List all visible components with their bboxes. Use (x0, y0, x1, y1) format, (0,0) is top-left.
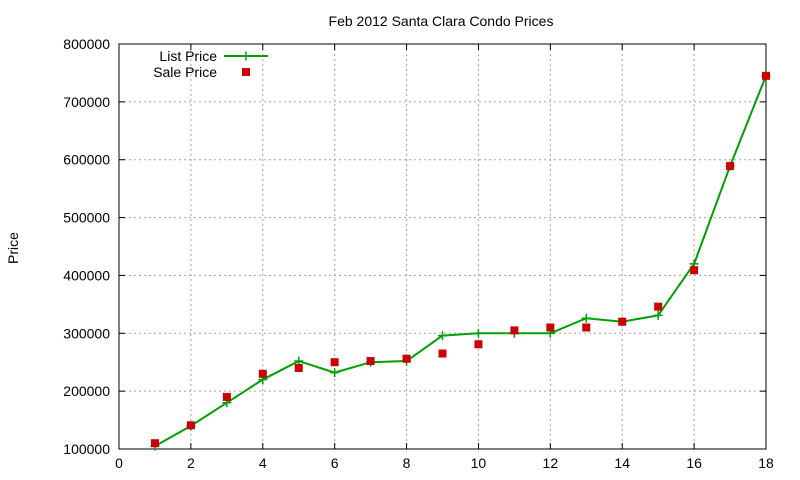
list-price-point (330, 368, 340, 378)
y-tick-label: 300000 (63, 325, 110, 341)
y-tick-label: 700000 (63, 94, 110, 110)
legend-label: List Price (159, 48, 217, 64)
grid-lines (119, 44, 766, 449)
sale-price-point (438, 349, 447, 358)
sale-price-point (510, 326, 519, 335)
x-tick-label: 2 (187, 455, 195, 471)
y-tick-label: 100000 (63, 441, 110, 457)
sale-price-point (330, 358, 339, 367)
legend-label: Sale Price (153, 64, 217, 80)
sale-price-point (582, 323, 591, 332)
x-tick-label: 12 (543, 455, 559, 471)
sale-price-point (726, 162, 735, 171)
sale-price-point (186, 421, 195, 430)
x-tick-label: 8 (403, 455, 411, 471)
x-tick-label: 6 (331, 455, 339, 471)
sale-price-point (366, 357, 375, 366)
y-tick-label: 500000 (63, 210, 110, 226)
data-series (150, 71, 771, 451)
list-price-point (653, 310, 663, 320)
series-2 (150, 71, 770, 448)
sale-price-point (690, 266, 699, 275)
x-tick-label: 10 (471, 455, 487, 471)
sale-price-point (258, 369, 267, 378)
sale-price-point (402, 354, 411, 363)
sale-price-point (654, 302, 663, 311)
y-tick-label: 200000 (63, 383, 110, 399)
y-tick-label: 600000 (63, 152, 110, 168)
x-tick-label: 18 (758, 455, 774, 471)
legend-plus-marker (241, 51, 251, 61)
y-axis-label: Price (5, 232, 21, 264)
series-1 (150, 71, 771, 451)
sale-price-point (474, 340, 483, 349)
x-tick-label: 0 (115, 455, 123, 471)
x-tick-label: 16 (686, 455, 702, 471)
x-tick-label: 4 (259, 455, 267, 471)
list-price-point (473, 328, 483, 338)
sale-price-point (294, 364, 303, 372)
y-tick-label: 400000 (63, 267, 110, 283)
legend-square-marker (242, 68, 250, 76)
chart-title: Feb 2012 Santa Clara Condo Prices (329, 13, 554, 29)
plot-area-border (118, 43, 767, 450)
list-price-point (438, 331, 447, 341)
axes: 100000 200000 300000 400000 500000 600000 7000… (63, 36, 774, 471)
sale-price-point (150, 439, 159, 448)
x-tick-label: 14 (614, 455, 630, 471)
sale-price-point (546, 323, 555, 332)
sale-price-point (762, 71, 770, 80)
sale-price-point (618, 317, 627, 326)
sale-price-point (222, 392, 231, 401)
list-price-line (154, 75, 767, 447)
y-tick-label: 800000 (63, 36, 110, 52)
list-price-point (581, 313, 591, 323)
